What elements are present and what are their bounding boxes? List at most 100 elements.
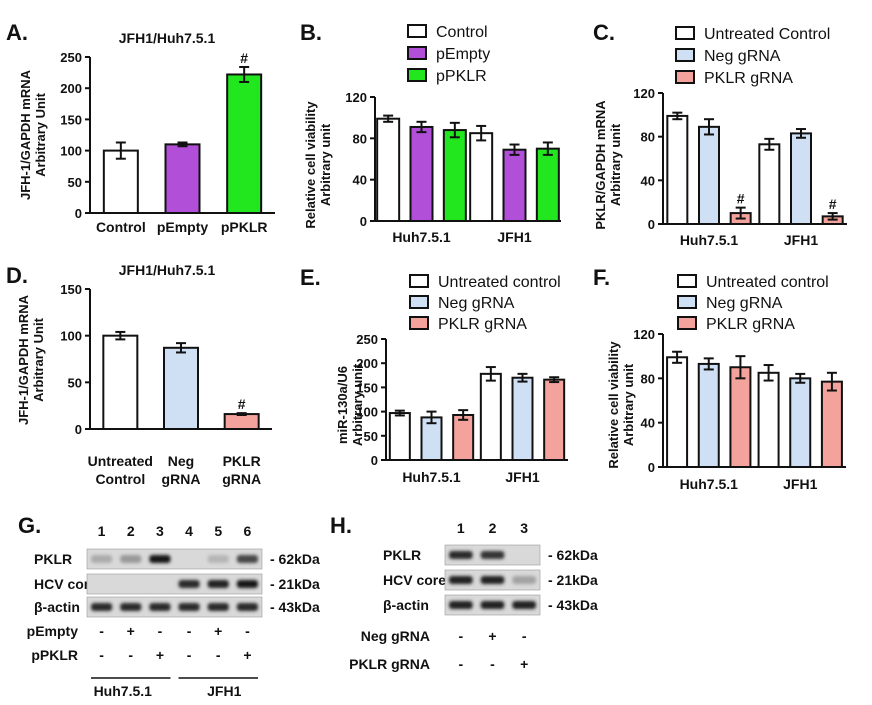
panel-label: E. — [300, 265, 321, 290]
y-tick-label: 120 — [633, 86, 655, 101]
legend-label: Untreated control — [706, 274, 829, 291]
group-label: JFH1 — [207, 683, 241, 699]
legend-label: Untreated Control — [704, 26, 830, 43]
treatment-sign: - — [187, 647, 192, 663]
legend-label: pEmpty — [436, 46, 490, 63]
y-axis-label-line: JFH-1/GAPDH mRNA — [16, 294, 31, 425]
blot-band — [480, 551, 505, 559]
bar — [698, 125, 720, 225]
legend-label: pPKLR — [436, 68, 487, 85]
y-axis-label: miR-130a/U6 Arbitrary unit — [335, 363, 365, 446]
bar — [388, 412, 411, 461]
y-tick-label: 0 — [648, 460, 655, 475]
lane-number: 3 — [520, 520, 528, 536]
molecular-weight-label: - 62kDa — [548, 547, 598, 563]
lane-number: 5 — [214, 523, 222, 539]
y-tick-label: 100 — [60, 329, 82, 344]
blot-row-label: PKLR — [34, 551, 72, 567]
y-axis-label: PKLR/GAPDH mRNA Arbitrary unit — [593, 100, 623, 230]
panel-label: A. — [6, 20, 28, 45]
legend-swatch — [675, 26, 695, 40]
chart-panel-f: F. Relative cell viability Arbitrary unit 0… — [593, 265, 846, 492]
bar — [102, 149, 139, 215]
blot-band — [236, 603, 258, 611]
chart-title: JFH1/Huh7.5.1 — [119, 30, 216, 46]
blot-band — [149, 555, 171, 563]
y-axis-label-line: miR-130a/U6 — [335, 366, 350, 444]
molecular-weight-label: - 43kDa — [270, 599, 320, 615]
bar — [511, 376, 534, 461]
molecular-weight-label: - 43kDa — [548, 597, 598, 613]
blot-band — [207, 555, 229, 563]
bar — [163, 346, 199, 430]
x-tick-label: JFH1 — [784, 232, 818, 248]
blot-band — [512, 576, 536, 584]
blot-membrane — [86, 548, 263, 570]
group-label: Huh7.5.1 — [94, 683, 153, 699]
significance-mark: # — [240, 50, 248, 66]
x-tick-label: PKLR — [223, 453, 261, 469]
bar — [502, 148, 527, 222]
bar — [666, 356, 689, 468]
blot-band — [207, 580, 229, 588]
treatment-sign: + — [243, 647, 251, 663]
panel-label: F. — [593, 265, 610, 290]
y-tick-label: 250 — [356, 332, 378, 347]
y-tick-label: 50 — [68, 175, 82, 190]
blot-membrane — [86, 596, 263, 618]
y-tick-label: 50 — [364, 429, 378, 444]
bar — [535, 147, 560, 223]
bar — [164, 143, 201, 214]
chart-title: JFH1/Huh7.5.1 — [119, 262, 216, 278]
blot-band — [512, 601, 536, 609]
y-tick-label: 0 — [360, 214, 367, 229]
y-axis-label: Relative cell viability Arbitrary unit — [606, 341, 636, 469]
lane-number: 2 — [127, 523, 135, 539]
legend-label: Neg gRNA — [704, 48, 781, 65]
legend-label: PKLR gRNA — [704, 70, 793, 87]
legend-swatch — [407, 24, 427, 38]
bar — [442, 129, 467, 222]
blot-band — [178, 580, 200, 588]
molecular-weight-label: - 21kDa — [548, 572, 598, 588]
y-tick-label: 80 — [353, 131, 367, 146]
chart-panel-a: A. JFH1/Huh7.5.1 JFH-1/GAPDH mRNA Arbitrary… — [6, 20, 275, 235]
y-axis-label: JFH-1/GAPDH mRNA Arbitrary Unit — [18, 69, 48, 200]
bar — [469, 132, 494, 223]
treatment-sign: + — [127, 623, 135, 639]
bar — [697, 362, 720, 468]
treatment-sign: - — [216, 647, 221, 663]
treatment-sign: + — [156, 647, 164, 663]
molecular-weight-label: - 21kDa — [270, 576, 320, 592]
blot-row-label: HCV core — [383, 572, 446, 588]
lane-number: 4 — [185, 523, 193, 539]
y-axis-label-line: Arbitrary unit — [350, 363, 365, 446]
treatment-sign: + — [488, 628, 496, 644]
x-tick-label: gRNA — [162, 471, 201, 487]
treatment-label: pEmpty — [27, 623, 79, 639]
chart-panel-e: E. miR-130a/U6 Arbitrary unit 0 50 100 150 200 2… — [300, 265, 568, 485]
panel-label: D. — [6, 263, 28, 288]
significance-mark: # — [829, 196, 837, 212]
y-tick-label: 50 — [68, 375, 82, 390]
y-tick-label: 40 — [353, 173, 367, 188]
legend-swatch — [677, 295, 697, 309]
legend-swatch — [677, 274, 697, 288]
treatment-sign: - — [490, 656, 495, 672]
y-tick-label: 100 — [60, 144, 82, 159]
legend-swatch — [675, 48, 695, 62]
x-tick-label: pEmpty — [157, 219, 209, 235]
legend-label: PKLR gRNA — [438, 316, 527, 333]
blot-row-label: PKLR — [383, 547, 421, 563]
panel-label: G. — [18, 513, 41, 538]
x-tick-label: Huh7.5.1 — [680, 476, 739, 492]
blot-band — [480, 601, 505, 609]
lane-number: 2 — [489, 520, 497, 536]
y-tick-label: 0 — [648, 217, 655, 232]
panel-label: C. — [593, 20, 615, 45]
y-tick-label: 40 — [641, 416, 655, 431]
treatment-sign: - — [187, 623, 192, 639]
y-axis-label-line: Arbitrary Unit — [31, 317, 46, 401]
y-tick-label: 150 — [356, 380, 378, 395]
